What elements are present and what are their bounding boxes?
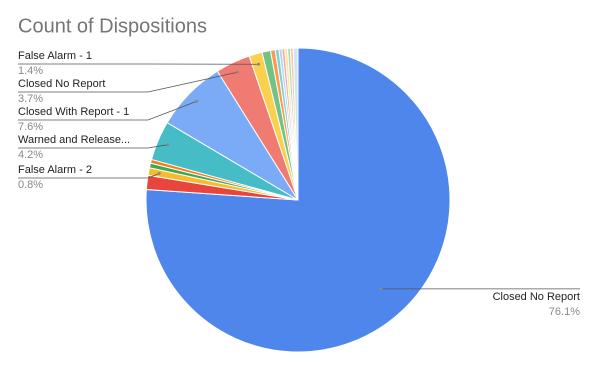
slice-value-label: 7.6% <box>18 121 43 133</box>
slice-value-label: 3.7% <box>18 93 43 105</box>
slice-label: Closed With Report - 1 <box>18 106 129 118</box>
slice-label: Closed No Report <box>18 78 105 90</box>
slice-label: False Alarm - 1 <box>18 50 92 62</box>
pie-slice <box>145 47 451 353</box>
slice-value-label: 76.1% <box>549 306 580 318</box>
slice-value-label: 4.2% <box>18 149 43 161</box>
leader-dot <box>157 172 161 176</box>
leader-dot <box>257 62 261 66</box>
slice-value-label: 0.8% <box>18 179 43 191</box>
pie-slice <box>292 47 299 201</box>
slice-label: Warned and Release... <box>18 134 130 146</box>
slice-label: Closed No Report <box>493 291 580 303</box>
leader-dot <box>195 99 199 103</box>
leader-line <box>18 71 238 93</box>
leader-line <box>18 144 168 149</box>
slice-value-label: 1.4% <box>18 65 43 77</box>
leader-line <box>18 173 160 179</box>
chart-title: Count of Dispositions <box>18 15 207 37</box>
leader-line <box>18 100 197 121</box>
leader-dot <box>235 70 239 74</box>
leader-dot <box>379 287 383 291</box>
slice-label: False Alarm - 2 <box>18 164 92 176</box>
leader-dot <box>166 143 170 147</box>
